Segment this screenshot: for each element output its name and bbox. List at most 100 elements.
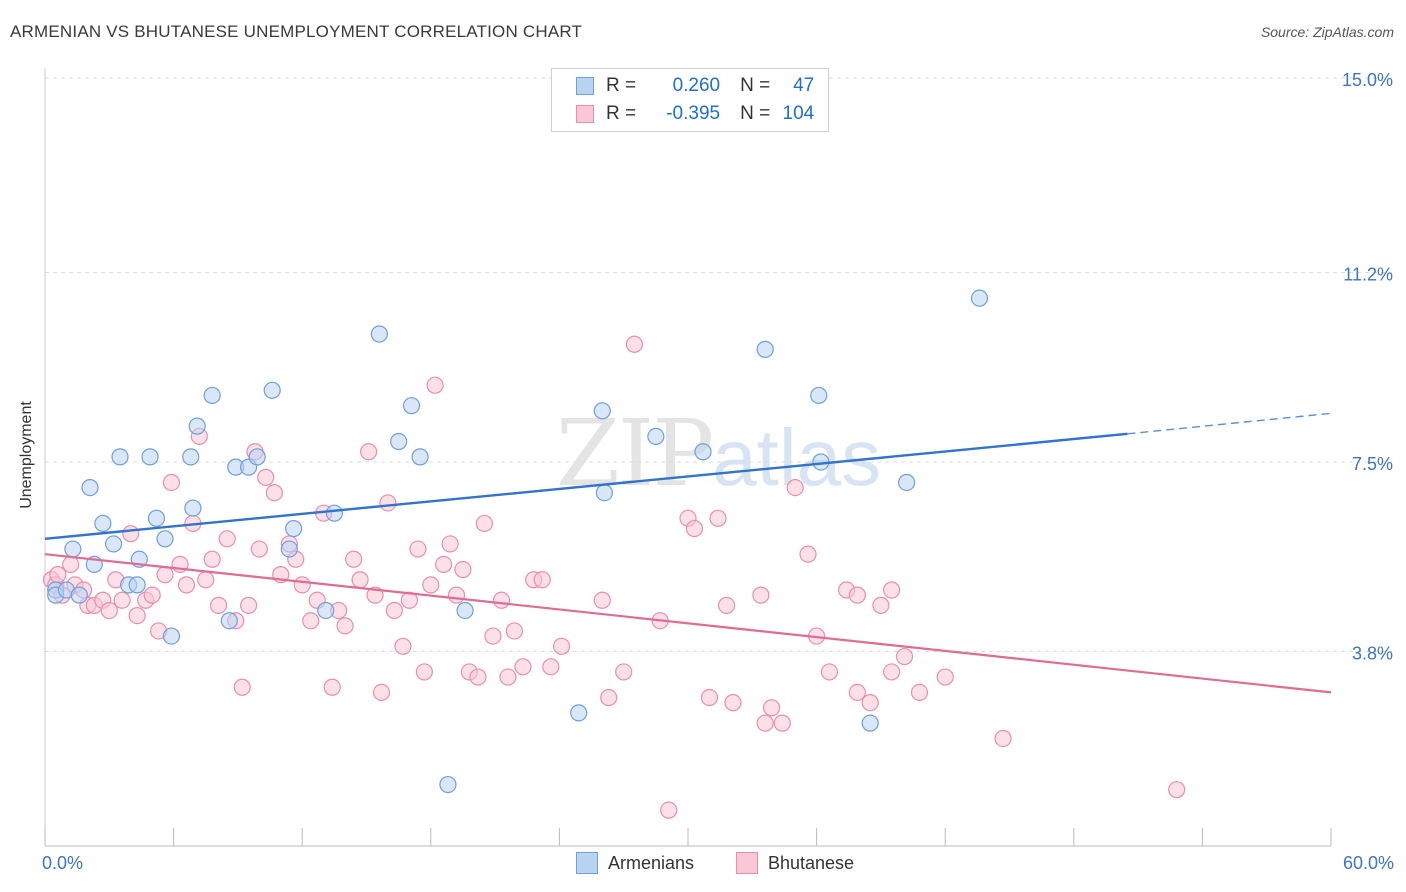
bhutanese-point-39 (302, 612, 320, 630)
bhutanese-point-14 (128, 606, 146, 625)
legend-row-bhutanese: R = -0.395 N = 104 (576, 102, 814, 126)
bhutanese-point-100 (883, 663, 901, 681)
armenian-point-29 (325, 504, 343, 522)
bhutanese-points (42, 335, 1186, 819)
bhutanese-point-67 (499, 668, 517, 686)
bhutanese-point-89 (773, 714, 791, 732)
bhutanese-point-79 (660, 801, 678, 819)
y-tick-label-3: 15.0% (1342, 70, 1393, 90)
armenian-point-46 (970, 289, 989, 307)
bhutanese-point-86 (752, 586, 770, 604)
bhutanese-r-value: -0.395 (666, 103, 721, 124)
bhutanese-point-98 (872, 596, 890, 614)
bhutanese-point-45 (345, 550, 363, 568)
bhutanese-point-85 (724, 694, 742, 712)
bhutanese-point-46 (351, 571, 369, 589)
bhutanese-point-103 (936, 668, 954, 686)
bhutanese-point-50 (379, 494, 397, 512)
bhutanese-point-18 (156, 566, 174, 584)
armenians-n-label: N = (740, 75, 771, 96)
bhutanese-point-65 (484, 627, 502, 645)
bhutanese-point-81 (685, 519, 704, 538)
bhutanese-point-2 (49, 566, 67, 584)
series-legend: Armenians Bhutanese (0, 852, 1406, 876)
armenian-point-7 (94, 514, 112, 533)
bhutanese-point-63 (469, 668, 487, 686)
bhutanese-point-58 (435, 555, 453, 574)
armenian-point-35 (456, 601, 474, 620)
bhutanese-point-66 (492, 591, 511, 609)
bhutanese-legend-label: Bhutanese (768, 852, 855, 873)
bhutanese-legend-swatch (736, 852, 758, 874)
bhutanese-point-72 (542, 658, 560, 676)
bhutanese-point-25 (203, 550, 221, 568)
bhutanese-point-88 (762, 699, 781, 717)
armenian-point-45 (898, 473, 916, 492)
bhutanese-point-29 (233, 678, 251, 696)
armenian-point-38 (595, 484, 614, 502)
bhutanese-point-75 (600, 688, 618, 707)
armenian-point-20 (203, 386, 221, 405)
armenians-r-label: R = (606, 75, 637, 96)
bhutanese-point-95 (848, 586, 866, 604)
armenian-point-37 (593, 402, 611, 420)
armenian-point-9 (111, 448, 129, 466)
bhutanese-point-83 (709, 509, 727, 527)
gridlines (45, 77, 1392, 652)
armenian-points (47, 289, 989, 794)
bhutanese-point-27 (218, 530, 236, 548)
bhutanese-point-87 (756, 714, 774, 732)
series-legend-armenians[interactable]: Armenians (576, 852, 694, 874)
bhutanese-point-102 (910, 683, 929, 702)
bhutanese-point-64 (475, 514, 493, 533)
bhutanese-point-56 (422, 576, 440, 594)
bhutanese-point-82 (700, 688, 719, 707)
bhutanese-point-30 (240, 596, 258, 614)
armenian-trend-line (44, 432, 1128, 540)
armenian-point-42 (810, 386, 828, 405)
armenian-trend-extension (1127, 412, 1332, 435)
trend-lines (44, 412, 1332, 694)
y-tick-label-0: 3.8% (1352, 643, 1393, 663)
armenians-n-value: 47 (793, 75, 815, 96)
armenian-point-40 (694, 443, 712, 461)
bhutanese-point-55 (415, 663, 433, 681)
bhutanese-point-90 (786, 479, 804, 497)
bhutanese-point-60 (447, 586, 466, 604)
armenian-point-27 (285, 519, 303, 538)
armenian-point-33 (411, 448, 429, 466)
bhutanese-point-68 (505, 622, 523, 640)
y-tick-labels: 3.8% 7.5% 11.2% 15.0% (1342, 70, 1393, 663)
armenian-point-24 (248, 448, 266, 466)
axes (44, 68, 1332, 847)
legend-row-armenians: R = 0.260 N = 47 (576, 74, 814, 98)
armenian-point-36 (570, 704, 588, 722)
armenian-point-19 (188, 417, 206, 435)
bhutanese-point-77 (625, 335, 644, 353)
bhutanese-point-47 (360, 443, 378, 461)
armenian-point-5 (81, 479, 99, 497)
armenian-point-8 (104, 535, 123, 553)
bhutanese-point-4 (62, 555, 80, 574)
bhutanese-point-84 (717, 596, 736, 614)
bhutanese-point-16 (143, 586, 161, 604)
armenian-point-31 (390, 432, 408, 451)
bhutanese-point-12 (113, 591, 131, 609)
correlation-legend: R = 0.260 N = 47 R = -0.395 N = 104 (551, 68, 829, 132)
armenian-point-11 (128, 576, 146, 594)
bhutanese-point-10 (100, 601, 118, 620)
armenian-point-30 (370, 325, 388, 343)
armenians-r-value: 0.260 (672, 75, 721, 96)
bhutanese-point-21 (177, 576, 196, 594)
x-axis-right-label: 60.0% (1342, 853, 1394, 873)
armenian-point-39 (647, 427, 665, 445)
series-legend-bhutanese[interactable]: Bhutanese (736, 852, 854, 874)
armenian-point-3 (64, 540, 82, 558)
bhutanese-point-101 (895, 647, 914, 666)
bhutanese-point-104 (994, 729, 1012, 748)
y-tick-label-2: 11.2% (1343, 265, 1393, 285)
armenian-point-18 (184, 499, 202, 517)
armenians-legend-label: Armenians (608, 852, 695, 873)
bhutanese-trend-line (44, 553, 1332, 694)
